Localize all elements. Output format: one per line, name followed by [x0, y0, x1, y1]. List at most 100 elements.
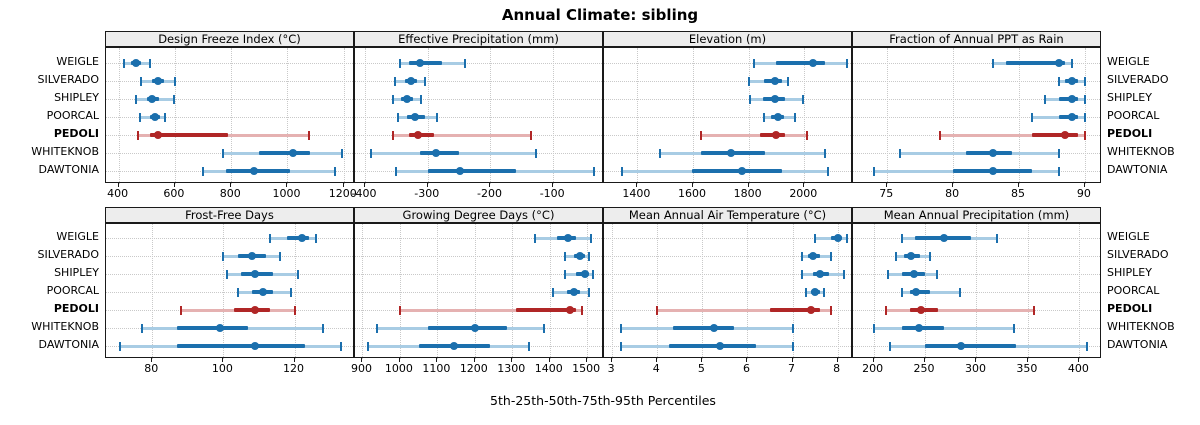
interquartile-bar	[225, 169, 291, 173]
axis-tick	[636, 183, 638, 187]
whisker-cap-high	[314, 233, 317, 243]
median-dot	[132, 59, 141, 67]
median-dot	[154, 131, 163, 139]
whisker-cap-low	[140, 323, 143, 333]
whisker-cap-high	[824, 148, 827, 158]
whisker-cap-low	[391, 94, 394, 104]
grid-line-horizontal	[853, 81, 1100, 82]
axis-tick	[426, 183, 428, 187]
site-label-shipley: SHIPLEY	[54, 266, 99, 279]
whisker-cap-high	[341, 148, 344, 158]
grid-line-horizontal	[355, 63, 602, 64]
axis-tick-label: 1200	[459, 362, 488, 375]
interquartile-bar	[516, 308, 576, 312]
median-dot	[1061, 131, 1070, 139]
axis-tick-label: 100	[211, 362, 233, 375]
axis-tick-label: 4	[652, 362, 660, 375]
grid-line-vertical	[343, 48, 345, 184]
site-label-whiteknob: WHITEKNOB	[31, 320, 99, 333]
axis-tick	[872, 358, 874, 362]
axis-tick	[1078, 358, 1080, 362]
median-dot	[1067, 113, 1076, 121]
median-dot	[815, 270, 824, 278]
site-label-poorcal: POORCAL	[46, 284, 99, 297]
site-label-pedoli: PEDOLI	[1107, 127, 1153, 140]
median-dot	[258, 288, 267, 296]
whisker-cap-high	[793, 112, 796, 122]
axis-tick	[836, 358, 838, 362]
axis-tick	[364, 183, 366, 187]
whisker-cap-low	[221, 148, 224, 158]
median-dot	[403, 95, 412, 103]
median-dot	[415, 59, 424, 67]
axis-tick-label: 80	[945, 187, 960, 200]
interquartile-bar	[759, 133, 785, 137]
site-label-dawtonia: DAWTONIA	[38, 163, 99, 176]
whisker-cap-high	[289, 287, 292, 297]
panel-header: Mean Annual Precipitation (mm)	[852, 207, 1101, 223]
whisker-cap-low	[700, 130, 703, 140]
axis-tick	[747, 183, 749, 187]
interquartile-bar	[1032, 133, 1079, 137]
whisker-cap-low	[202, 166, 205, 176]
panel-title: Elevation (m)	[688, 32, 767, 46]
grid-line-horizontal	[853, 274, 1100, 275]
whisker-cap-low	[395, 166, 398, 176]
axis-tick-label: 80	[144, 362, 159, 375]
whisker-cap-high	[588, 251, 591, 261]
site-label-pedoli: PEDOLI	[53, 127, 99, 140]
axis-tick-label: 1000	[272, 187, 301, 200]
median-dot	[251, 270, 260, 278]
grid-line-vertical	[1027, 224, 1029, 359]
site-label-pedoli: PEDOLI	[1107, 302, 1153, 315]
grid-line-horizontal	[853, 63, 1100, 64]
median-dot	[431, 149, 440, 157]
grid-line-vertical	[953, 48, 955, 184]
whisker-cap-high	[1083, 112, 1086, 122]
axis-tick	[473, 358, 475, 362]
site-label-silverado: SILVERADO	[1107, 248, 1169, 261]
whisker-cap-high	[589, 233, 592, 243]
panel-plot	[852, 223, 1101, 359]
whisker-cap-high	[339, 341, 342, 351]
grid-line-horizontal	[604, 256, 851, 257]
axis-tick-label: 300	[964, 362, 986, 375]
whisker-cap-low	[398, 305, 401, 315]
axis-tick	[489, 183, 491, 187]
median-dot	[988, 167, 997, 175]
grid-line-vertical	[223, 224, 225, 359]
panel-header: Design Freeze Index (°C)	[105, 31, 354, 47]
whisker-cap-low	[563, 251, 566, 261]
axis-tick	[117, 183, 119, 187]
median-dot	[709, 324, 718, 332]
axis-tick	[1026, 358, 1028, 362]
whisker-cap-low	[138, 112, 141, 122]
axis-tick	[1083, 183, 1085, 187]
grid-line-vertical	[362, 224, 364, 359]
whisker-cap-low	[899, 148, 902, 158]
axis-tick	[293, 358, 295, 362]
percentile-range-bar	[885, 308, 1035, 312]
grid-line-horizontal	[355, 292, 602, 293]
grid-line-horizontal	[106, 238, 353, 239]
grid-line-horizontal	[355, 238, 602, 239]
percentile-range-bar	[939, 133, 1085, 137]
axis-tick	[791, 358, 793, 362]
whisker-cap-low	[800, 251, 803, 261]
interquartile-bar	[909, 290, 931, 294]
whisker-cap-high	[321, 323, 324, 333]
interquartile-bar	[925, 344, 1016, 348]
grid-line-vertical	[399, 224, 401, 359]
whisker-cap-high	[588, 287, 591, 297]
panel-plot	[603, 47, 852, 184]
median-dot	[771, 77, 780, 85]
median-dot	[939, 234, 948, 242]
grid-line-vertical	[294, 224, 296, 359]
interquartile-bar	[259, 151, 310, 155]
percentile-range-bar	[399, 308, 582, 312]
grid-line-horizontal	[355, 81, 602, 82]
axis-tick	[701, 358, 703, 362]
axis-tick-label: 1100	[422, 362, 451, 375]
median-dot	[566, 306, 575, 314]
panel-title: Mean Annual Precipitation (mm)	[883, 208, 1070, 222]
